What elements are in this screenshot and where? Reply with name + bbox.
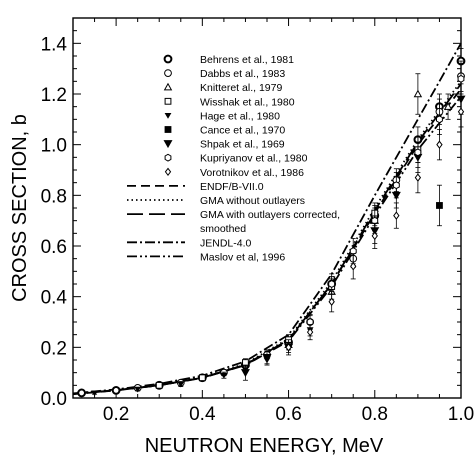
- data-point: [328, 297, 335, 306]
- data-point: [436, 140, 443, 149]
- legend-marker: [164, 167, 172, 177]
- data-point: [443, 102, 453, 110]
- x-tick-label: 0.2: [103, 404, 129, 425]
- y-tick-label: 1.0: [41, 136, 67, 157]
- data-point: [413, 89, 423, 98]
- data-point: [177, 381, 185, 388]
- legend-marker: [164, 69, 172, 77]
- data-point: [350, 262, 357, 271]
- x-tick-label: 0.8: [362, 404, 388, 425]
- legend-label: GMA with outlayers corrected,: [200, 209, 340, 221]
- legend-label: Dabbs et al., 1983: [200, 68, 285, 80]
- legend-label: smoothed: [200, 223, 246, 235]
- data-point: [328, 280, 336, 288]
- legend-marker: [164, 97, 172, 105]
- legend-marker: [164, 126, 172, 133]
- y-tick-label: 0.6: [41, 237, 67, 258]
- x-axis-title: NEUTRON ENERGY, MeV: [145, 435, 384, 457]
- x-tick-label: 0.4: [189, 404, 216, 425]
- axis-ticks: [72, 17, 462, 399]
- legend: Behrens et al., 1981 Dabbs et al., 1983 Kn…: [127, 54, 340, 263]
- data-point: [393, 211, 400, 220]
- y-tick-label: 1.4: [41, 34, 68, 55]
- data-point: [240, 369, 250, 378]
- data-point: [392, 181, 400, 190]
- y-tick-label: 0.0: [41, 389, 67, 410]
- legend-marker: [164, 153, 172, 162]
- data-point: [436, 202, 443, 209]
- data-point: [457, 74, 465, 83]
- legend-marker: [164, 113, 172, 119]
- data-points: [77, 48, 466, 398]
- data-point: [242, 359, 249, 366]
- legend-label: Wisshak et al., 1980: [200, 96, 295, 108]
- legend-label: GMA without outlayers: [200, 195, 305, 207]
- data-point: [262, 353, 272, 362]
- y-axis-title: CROSS SECTION, b: [9, 114, 31, 302]
- legend-marker: [163, 140, 173, 149]
- legend-label: Cance et al., 1970: [200, 125, 285, 137]
- data-point: [134, 386, 142, 393]
- legend-marker: [163, 54, 173, 64]
- data-point: [457, 107, 465, 116]
- legend-label: ENDF/B-VII.0: [200, 181, 264, 193]
- y-tick-label: 0.2: [41, 338, 67, 359]
- legend-label: Knitteret al., 1979: [200, 82, 282, 94]
- data-point: [306, 327, 314, 337]
- x-tick-label: 0.6: [275, 404, 301, 425]
- legend-label: Hage et al., 1980: [200, 110, 280, 122]
- legend-label: Maslov et al, 1996: [200, 251, 285, 263]
- data-point: [111, 386, 121, 395]
- legend-label: Shpak et al., 1969: [200, 139, 285, 151]
- data-point: [436, 115, 443, 124]
- legend-marker: [163, 82, 173, 91]
- data-point: [91, 390, 98, 397]
- data-point: [198, 374, 206, 382]
- legend-label: JENDL-4.0: [200, 237, 252, 249]
- data-point: [220, 372, 228, 379]
- data-point: [77, 388, 87, 398]
- y-tick-label: 0.4: [41, 288, 68, 309]
- y-tick-label: 0.8: [41, 186, 67, 207]
- legend-label: Vorotnikov et al., 1986: [200, 167, 304, 179]
- data-point: [155, 381, 163, 389]
- data-point: [285, 343, 292, 352]
- y-tick-label: 1.2: [41, 85, 67, 106]
- data-point: [414, 173, 422, 182]
- curve-dashdot: [72, 42, 462, 395]
- tick-labels: 0.2 0.4 0.6 0.8 1.0 0.0 0.2 0.4 0.6 0.8 1.0 1.2 1.4: [41, 34, 474, 425]
- legend-label: Kupriyanov et al., 1980: [200, 153, 308, 165]
- data-point: [371, 231, 378, 241]
- x-tick-label: 1.0: [448, 404, 474, 425]
- legend-label: Behrens et al., 1981: [200, 54, 294, 66]
- data-point: [414, 148, 422, 157]
